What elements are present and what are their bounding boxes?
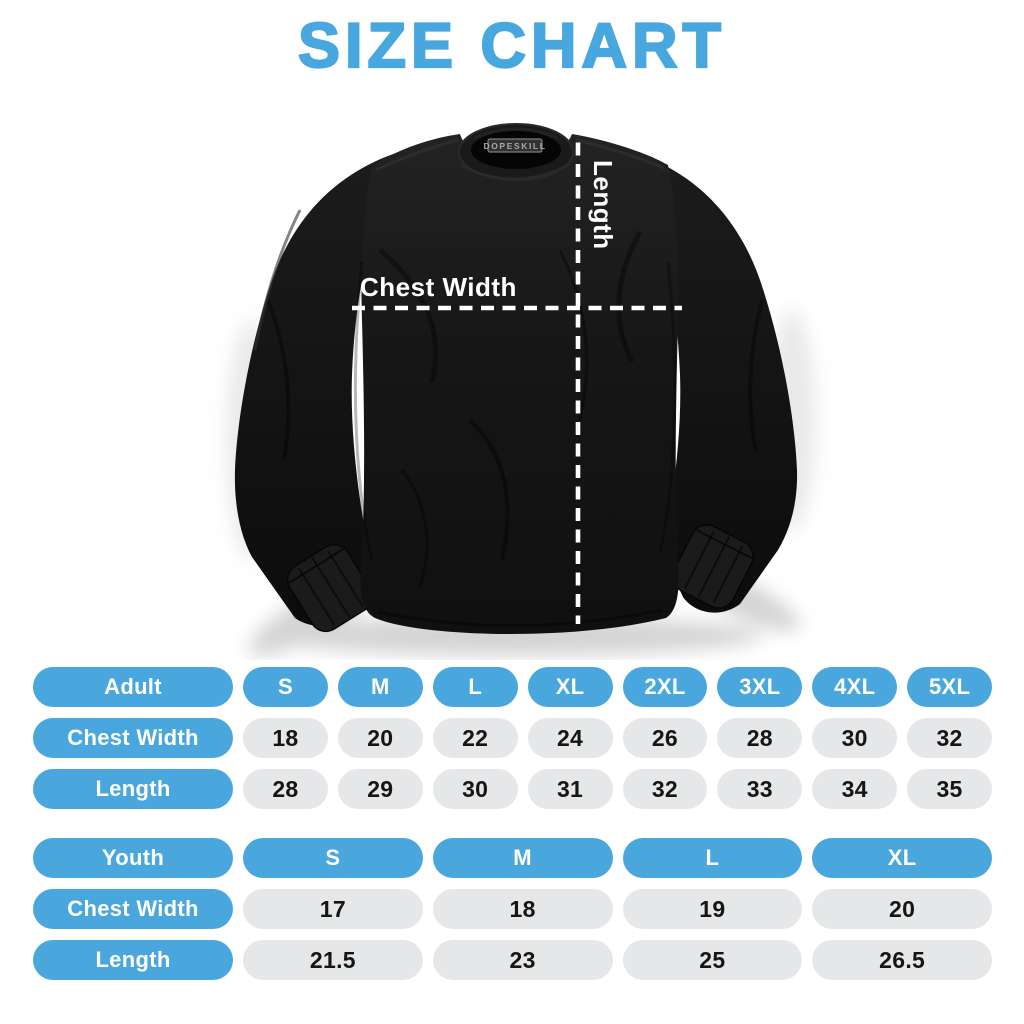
youth-chest-value: 19 — [622, 889, 803, 929]
shirt-diagram: DOPESKILL Chest Width Length — [226, 121, 816, 656]
adult-chest-value: 20 — [337, 718, 423, 758]
adult-size-header-5xl: 5XL — [907, 667, 992, 707]
right-sleeve — [612, 146, 798, 613]
youth-chest-row-label: Chest Width — [33, 889, 233, 929]
shirt-body — [360, 134, 679, 634]
adult-length-value: 30 — [432, 769, 518, 809]
brand-tag-label: DOPESKILL — [483, 141, 546, 151]
youth-size-table: Youth S M L XL Chest Width 17 18 19 20 L… — [33, 838, 992, 980]
adult-size-header-4xl: 4XL — [812, 667, 898, 707]
adult-size-header-s: S — [243, 667, 328, 707]
adult-length-value: 32 — [622, 769, 708, 809]
adult-length-value: 29 — [337, 769, 423, 809]
youth-size-header-s: S — [243, 838, 423, 878]
left-sleeve — [234, 146, 420, 627]
length-label: Length — [588, 160, 618, 250]
fabric-highlights — [253, 138, 665, 351]
right-cuff — [671, 524, 754, 609]
adult-size-header-l: L — [432, 667, 518, 707]
adult-length-value: 28 — [243, 769, 328, 809]
left-cuff — [286, 543, 374, 633]
size-tables: Adult S M L XL 2XL 3XL 4XL 5XL Chest Wid… — [33, 667, 992, 980]
adult-length-value: 35 — [907, 769, 992, 809]
adult-length-value: 34 — [812, 769, 898, 809]
adult-table-title: Adult — [33, 667, 233, 707]
long-sleeve-tshirt-icon: DOPESKILL Chest Width Length — [226, 121, 816, 656]
adult-length-value: 31 — [527, 769, 613, 809]
youth-length-value: 26.5 — [812, 940, 992, 980]
youth-chest-value: 17 — [243, 889, 423, 929]
youth-length-value: 25 — [622, 940, 803, 980]
youth-length-value: 23 — [432, 940, 613, 980]
youth-size-header-m: M — [432, 838, 613, 878]
youth-length-value: 21.5 — [243, 940, 423, 980]
youth-length-row-label: Length — [33, 940, 233, 980]
youth-size-header-l: L — [622, 838, 803, 878]
adult-chest-value: 28 — [717, 718, 803, 758]
adult-chest-value: 32 — [907, 718, 992, 758]
adult-length-row-label: Length — [33, 769, 233, 809]
adult-chest-row-label: Chest Width — [33, 718, 233, 758]
adult-length-value: 33 — [717, 769, 803, 809]
chest-width-label: Chest Width — [360, 272, 517, 302]
youth-table-title: Youth — [33, 838, 233, 878]
adult-chest-value: 18 — [243, 718, 328, 758]
adult-size-header-3xl: 3XL — [717, 667, 803, 707]
adult-chest-value: 24 — [527, 718, 613, 758]
youth-chest-value: 20 — [812, 889, 992, 929]
fabric-wrinkles — [266, 230, 764, 628]
youth-size-header-xl: XL — [812, 838, 992, 878]
adult-size-header-m: M — [337, 667, 423, 707]
adult-chest-value: 26 — [622, 718, 708, 758]
adult-chest-value: 22 — [432, 718, 518, 758]
adult-size-table: Adult S M L XL 2XL 3XL 4XL 5XL Chest Wid… — [33, 667, 992, 809]
page-title: SIZE CHART — [297, 11, 726, 81]
adult-size-header-2xl: 2XL — [622, 667, 708, 707]
brand-tag: DOPESKILL — [483, 138, 546, 153]
adult-chest-value: 30 — [812, 718, 898, 758]
adult-size-header-xl: XL — [527, 667, 613, 707]
youth-chest-value: 18 — [432, 889, 613, 929]
